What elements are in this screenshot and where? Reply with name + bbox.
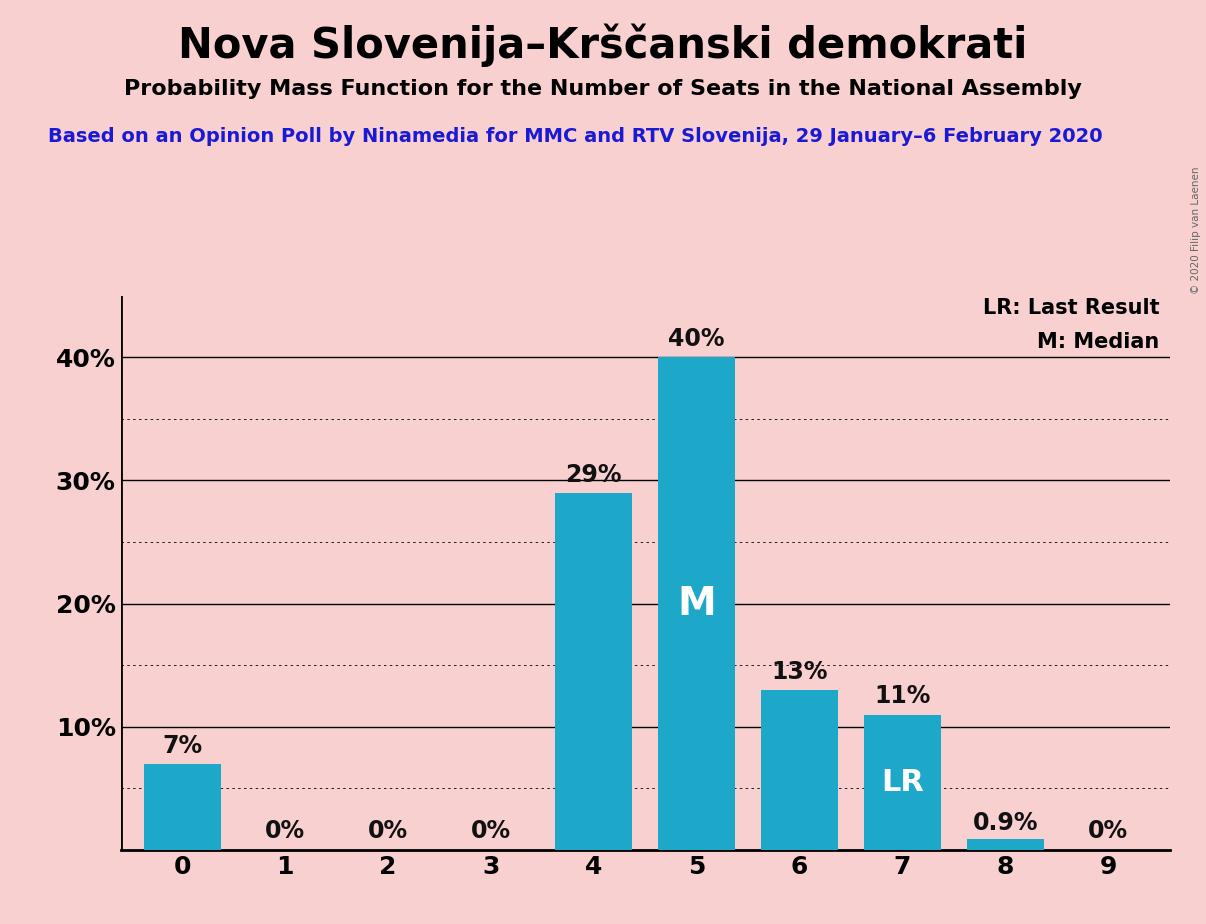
Bar (658, 358, 736, 850)
Text: 0%: 0% (470, 819, 511, 843)
Bar (144, 764, 221, 850)
Text: © 2020 Filip van Laenen: © 2020 Filip van Laenen (1192, 166, 1201, 294)
Text: 40%: 40% (668, 327, 725, 351)
Bar (761, 690, 838, 850)
Text: 0%: 0% (368, 819, 408, 843)
Text: 0%: 0% (1088, 819, 1128, 843)
Bar (863, 714, 941, 850)
Text: M: Median: M: Median (1037, 332, 1159, 352)
Text: LR: Last Result: LR: Last Result (983, 298, 1159, 319)
Text: LR: LR (880, 768, 924, 796)
Bar (967, 839, 1044, 850)
Text: 7%: 7% (163, 734, 203, 758)
Text: Probability Mass Function for the Number of Seats in the National Assembly: Probability Mass Function for the Number… (124, 79, 1082, 99)
Bar (555, 492, 632, 850)
Text: Nova Slovenija–Krščanski demokrati: Nova Slovenija–Krščanski demokrati (178, 23, 1028, 67)
Text: 13%: 13% (772, 660, 827, 684)
Text: 0.9%: 0.9% (972, 811, 1038, 835)
Text: 29%: 29% (566, 463, 622, 487)
Text: 0%: 0% (265, 819, 305, 843)
Text: 11%: 11% (874, 685, 931, 709)
Text: Based on an Opinion Poll by Ninamedia for MMC and RTV Slovenija, 29 January–6 Fe: Based on an Opinion Poll by Ninamedia fo… (48, 127, 1102, 146)
Text: M: M (678, 585, 716, 623)
